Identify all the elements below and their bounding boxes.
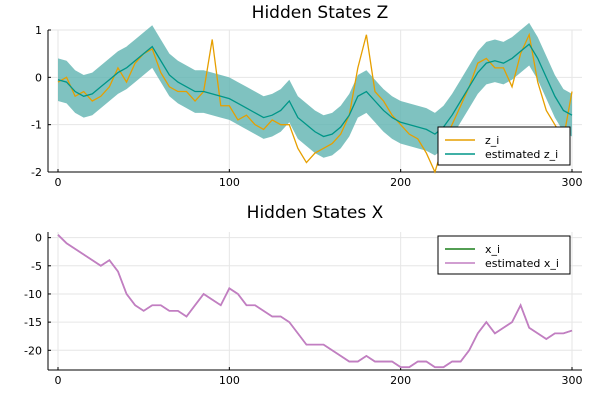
legend-label-xi: x_i xyxy=(485,243,500,256)
series-line-1 xyxy=(57,234,573,369)
legend-label-estimated-zi: estimated z_i xyxy=(485,148,558,161)
legend-z: z_i estimated z_i xyxy=(437,126,571,166)
panel-hidden-states-x: Hidden States X 0 100 200 300 0 -5 -10 -15 -20 x… xyxy=(24,203,582,387)
y-tick-label-0: 0 xyxy=(35,232,42,245)
chart-title-z: Hidden States Z xyxy=(252,3,389,23)
y-tick-label-3: 1 xyxy=(35,24,42,37)
y-tick-label-0: -2 xyxy=(31,166,42,179)
legend-label-estimated-xi: estimated x_i xyxy=(485,257,559,270)
x-tick-label-3: 300 xyxy=(562,374,583,387)
y-tick-label-2: -10 xyxy=(24,288,42,301)
legend-box-z xyxy=(437,126,571,166)
y-tick-label-1: -5 xyxy=(31,260,42,273)
panel-hidden-states-z: Hidden States Z 0 100 200 300 -2 -1 0 1 z_i est… xyxy=(31,3,582,189)
x-tick-label-1: 100 xyxy=(219,176,240,189)
x-tick-label-2: 200 xyxy=(390,374,411,387)
x-tick-label-2: 200 xyxy=(390,176,411,189)
y-tick-label-1: -1 xyxy=(31,119,42,132)
series-lines-z xyxy=(57,32,573,174)
y-tick-label-2: 0 xyxy=(35,71,42,84)
y-tick-label-3: -15 xyxy=(24,316,42,329)
x-tick-label-0: 0 xyxy=(55,176,62,189)
series-line-1 xyxy=(57,43,573,138)
ticks-z: 0 100 200 300 -2 -1 0 1 xyxy=(31,24,582,189)
legend-label-zi: z_i xyxy=(485,134,499,147)
uncertainty-band xyxy=(58,22,572,158)
y-tick-label-4: -20 xyxy=(24,344,42,357)
legend-x: x_i estimated x_i xyxy=(437,235,571,275)
ticks-x: 0 100 200 300 0 -5 -10 -15 -20 xyxy=(24,232,582,387)
axes-z xyxy=(47,30,582,173)
x-tick-label-1: 100 xyxy=(219,374,240,387)
axes-x xyxy=(47,232,582,371)
chart-title-x: Hidden States X xyxy=(247,203,384,223)
series-lines-x xyxy=(57,234,573,369)
confidence-band-z xyxy=(58,22,572,158)
legend-box-x xyxy=(437,235,571,275)
x-tick-label-3: 300 xyxy=(562,176,583,189)
x-tick-label-0: 0 xyxy=(55,374,62,387)
